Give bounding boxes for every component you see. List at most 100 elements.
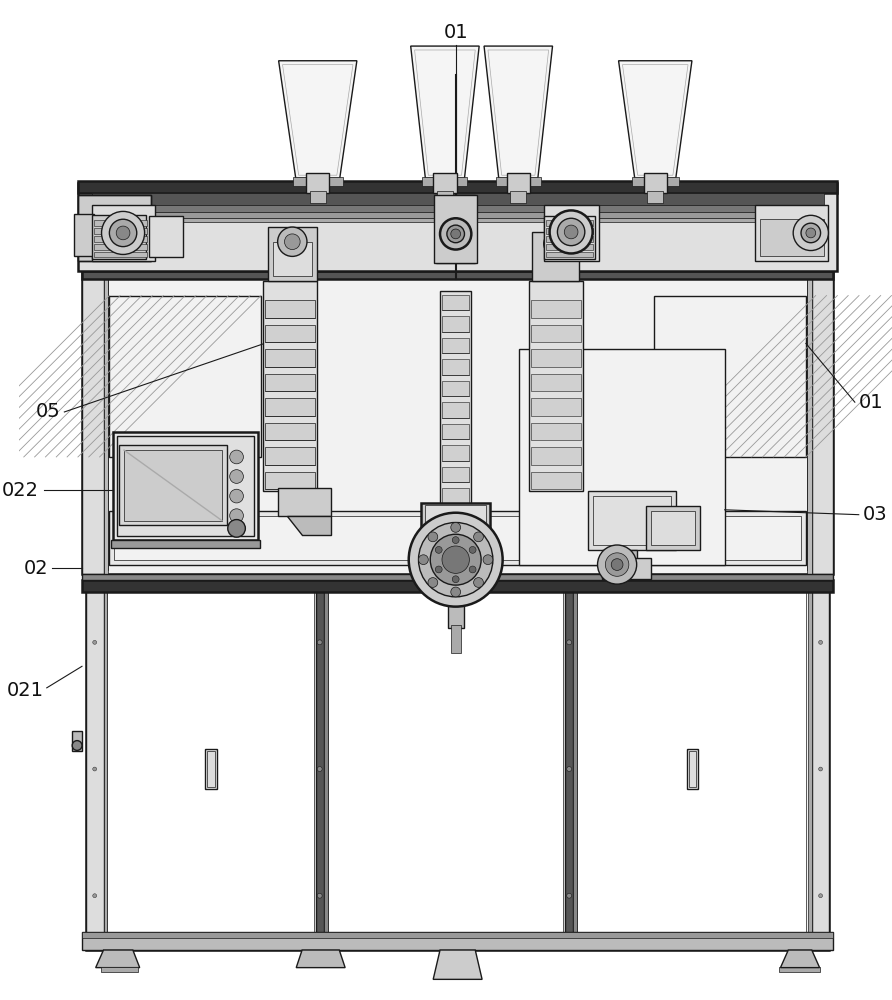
- Bar: [92, 212, 823, 218]
- Bar: [265, 447, 315, 465]
- Bar: [107, 592, 314, 946]
- Circle shape: [93, 894, 96, 898]
- Circle shape: [452, 537, 459, 544]
- Bar: [531, 374, 581, 391]
- Bar: [207, 751, 215, 787]
- Circle shape: [469, 546, 476, 553]
- Bar: [277, 488, 332, 516]
- Circle shape: [819, 767, 822, 771]
- Bar: [448, 560, 464, 628]
- Circle shape: [428, 578, 438, 587]
- Bar: [265, 300, 315, 318]
- Bar: [72, 731, 82, 751]
- Circle shape: [93, 640, 96, 644]
- Bar: [687, 749, 698, 789]
- Bar: [651, 511, 696, 545]
- Bar: [112, 540, 260, 548]
- Polygon shape: [434, 950, 482, 979]
- Bar: [602, 558, 651, 579]
- Bar: [544, 216, 595, 259]
- Bar: [92, 218, 823, 222]
- Bar: [529, 281, 582, 491]
- Polygon shape: [618, 61, 692, 178]
- Bar: [779, 967, 820, 972]
- Bar: [577, 592, 805, 946]
- Bar: [442, 338, 469, 353]
- Bar: [205, 749, 217, 789]
- Bar: [82, 580, 833, 592]
- Circle shape: [440, 218, 471, 250]
- Circle shape: [566, 893, 572, 898]
- Bar: [531, 349, 581, 367]
- Bar: [546, 244, 592, 250]
- Bar: [113, 432, 258, 540]
- Bar: [110, 511, 805, 565]
- Bar: [124, 450, 222, 521]
- Bar: [531, 398, 581, 416]
- Circle shape: [435, 566, 442, 573]
- Circle shape: [230, 489, 244, 503]
- Circle shape: [801, 223, 821, 243]
- Circle shape: [805, 228, 815, 238]
- Bar: [808, 588, 812, 950]
- Text: 022: 022: [2, 481, 39, 500]
- Circle shape: [116, 226, 130, 240]
- Bar: [632, 177, 679, 186]
- Circle shape: [230, 450, 244, 464]
- Bar: [450, 625, 460, 653]
- Polygon shape: [287, 516, 332, 535]
- Circle shape: [318, 767, 322, 771]
- Bar: [442, 402, 469, 418]
- Bar: [82, 271, 103, 574]
- Bar: [120, 445, 227, 525]
- Bar: [265, 398, 315, 416]
- Circle shape: [450, 587, 460, 597]
- Bar: [531, 472, 581, 489]
- Bar: [546, 220, 592, 226]
- Bar: [643, 173, 667, 193]
- Circle shape: [450, 229, 460, 239]
- Circle shape: [430, 534, 481, 585]
- Bar: [442, 316, 469, 332]
- Circle shape: [793, 215, 829, 251]
- Bar: [263, 281, 317, 491]
- Circle shape: [93, 767, 96, 771]
- Bar: [648, 191, 663, 203]
- Bar: [92, 205, 155, 261]
- Bar: [94, 236, 146, 242]
- Circle shape: [819, 894, 822, 898]
- Bar: [423, 177, 467, 186]
- Bar: [327, 592, 563, 946]
- Bar: [425, 505, 486, 538]
- Circle shape: [418, 523, 493, 597]
- Circle shape: [318, 640, 322, 645]
- Circle shape: [469, 566, 476, 573]
- Bar: [546, 236, 592, 242]
- Bar: [442, 488, 469, 504]
- Bar: [440, 291, 471, 506]
- Bar: [265, 472, 315, 489]
- Bar: [94, 252, 146, 257]
- Text: 01: 01: [443, 23, 468, 42]
- Bar: [265, 374, 315, 391]
- Circle shape: [435, 546, 442, 553]
- Circle shape: [230, 470, 244, 483]
- Circle shape: [566, 767, 572, 771]
- Bar: [82, 932, 833, 938]
- Text: 03: 03: [863, 505, 888, 524]
- Bar: [421, 503, 490, 540]
- Text: 02: 02: [24, 559, 49, 578]
- Circle shape: [566, 640, 572, 645]
- Bar: [82, 271, 833, 574]
- Bar: [78, 183, 838, 271]
- Bar: [92, 205, 823, 212]
- Circle shape: [544, 232, 567, 255]
- Bar: [507, 173, 530, 193]
- Bar: [429, 538, 482, 548]
- Circle shape: [558, 218, 585, 246]
- Bar: [268, 227, 317, 281]
- Bar: [812, 271, 833, 574]
- Bar: [265, 423, 315, 440]
- Circle shape: [474, 532, 483, 542]
- Polygon shape: [602, 550, 637, 574]
